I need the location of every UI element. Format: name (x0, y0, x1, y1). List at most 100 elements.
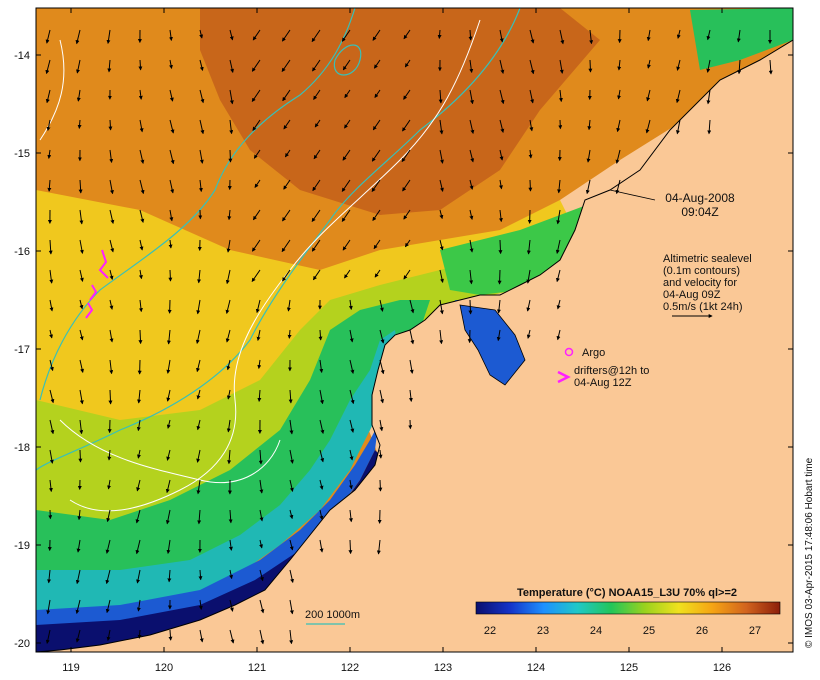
velocity-arrow (675, 89, 681, 104)
velocity-arrow (255, 299, 261, 314)
velocity-arrow (256, 329, 261, 341)
velocity-arrow (199, 149, 204, 164)
velocity-arrow (616, 119, 621, 133)
velocity-arrow (105, 599, 111, 614)
sealevel-contour-a (39, 39, 65, 141)
velocity-arrow (403, 209, 411, 220)
velocity-arrow (136, 479, 141, 492)
velocity-arrow (253, 149, 261, 159)
velocity-arrow (229, 89, 234, 105)
velocity-arrow (76, 539, 81, 553)
velocity-arrow (586, 149, 591, 163)
velocity-arrow (228, 509, 233, 524)
colorbar-title: Temperature (°C) NOAA15_L3U 70% ql>=2 (517, 587, 737, 599)
velocity-arrow (312, 59, 321, 72)
velocity-arrow (706, 89, 711, 105)
velocity-arrow (559, 29, 565, 45)
lon-tick-label: 122 (341, 662, 359, 674)
velocity-arrow (79, 389, 84, 405)
velocity-arrow (79, 239, 84, 254)
velocity-arrow (348, 509, 353, 523)
velocity-arrow (195, 329, 201, 344)
velocity-arrow (139, 179, 145, 195)
velocity-arrow (138, 89, 143, 100)
velocity-arrow (496, 329, 501, 342)
velocity-arrow (469, 59, 474, 74)
velocity-arrow (109, 239, 115, 253)
velocity-arrow (77, 509, 82, 521)
velocity-arrow (259, 569, 264, 582)
velocity-arrow (319, 389, 324, 405)
lon-tick-label: 126 (713, 662, 731, 674)
velocity-arrow (197, 509, 202, 525)
velocity-arrow (311, 209, 321, 223)
velocity-arrow (348, 479, 353, 490)
velocity-arrow (196, 389, 201, 400)
velocity-arrow (319, 449, 325, 463)
velocity-arrow (257, 389, 262, 402)
velocity-arrow (166, 449, 171, 461)
velocity-arrow (319, 509, 324, 520)
credit-text: © IMOS 03-Apr-2015 17:48:06 Hobart time (804, 457, 815, 648)
velocity-arrow (251, 239, 261, 252)
velocity-arrow (468, 29, 473, 41)
velocity-arrow (379, 329, 385, 344)
velocity-arrow (469, 149, 475, 163)
velocity-arrow (289, 509, 294, 520)
velocity-arrow (439, 149, 444, 164)
lon-tick-label: 119 (62, 662, 80, 674)
velocity-arrow (499, 119, 505, 133)
velocity-arrow (259, 539, 263, 549)
velocity-arrow (225, 329, 231, 343)
velocity-arrow (378, 479, 383, 492)
velocity-arrow (768, 59, 773, 75)
velocity-arrow (646, 89, 651, 102)
velocity-arrow (372, 29, 381, 41)
velocity-arrow (371, 179, 381, 193)
velocity-arrow (439, 239, 444, 251)
colorbar-tick-label: 27 (749, 625, 761, 637)
velocity-arrow (403, 269, 411, 280)
lon-tick-label: 120 (155, 662, 173, 674)
velocity-arrow (587, 119, 592, 131)
velocity-arrow (289, 479, 294, 492)
velocity-arrow (313, 149, 321, 160)
velocity-arrow (109, 179, 114, 195)
velocity-arrow (526, 299, 531, 312)
colorbar-tick-label: 22 (484, 625, 496, 637)
velocity-arrow (135, 509, 141, 524)
velocity-arrow (707, 119, 712, 135)
velocity-arrow (166, 419, 171, 429)
velocity-arrow (199, 119, 205, 135)
velocity-arrow (706, 59, 711, 73)
velocity-arrow (409, 359, 414, 374)
lon-tick-label: 124 (527, 662, 545, 674)
velocity-arrow (46, 599, 51, 615)
colorbar-tick-label: 26 (696, 625, 708, 637)
velocity-arrow (138, 59, 143, 71)
velocity-arrow (79, 329, 84, 341)
velocity-arrow (402, 179, 411, 192)
velocity-arrow (344, 119, 351, 129)
sealevel-contour-c (59, 419, 281, 484)
velocity-arrow (469, 209, 474, 220)
velocity-arrow (371, 149, 381, 162)
drifters-line-1: drifters@12h to (574, 365, 649, 377)
velocity-arrow (78, 449, 83, 463)
velocity-arrow (166, 329, 171, 345)
velocity-arrow (139, 149, 145, 164)
velocity-arrow (259, 629, 265, 645)
velocity-arrow (254, 179, 261, 188)
isobath-200m (36, 8, 521, 471)
velocity-arrow (169, 179, 175, 194)
sst-band-hot (200, 8, 600, 215)
isobath-loop (333, 44, 362, 76)
drifter-track-1 (98, 249, 109, 279)
velocity-arrow (79, 209, 84, 225)
velocity-arrow (75, 629, 81, 643)
velocity-arrow (379, 419, 384, 432)
velocity-arrow (138, 269, 143, 280)
velocity-arrow (468, 299, 473, 315)
velocity-arrow (79, 299, 84, 310)
